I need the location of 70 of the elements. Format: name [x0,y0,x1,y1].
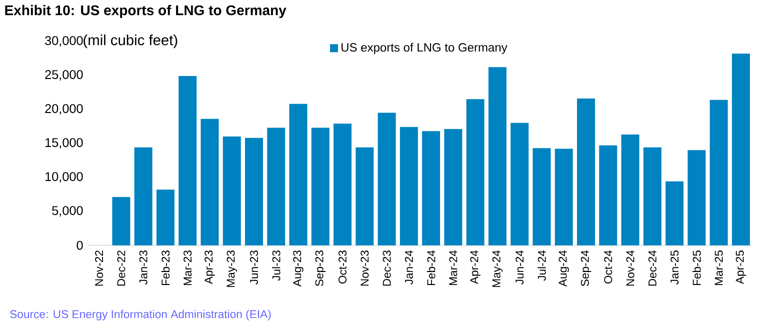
x-tick-label: Feb-23 [161,250,170,286]
y-tick-label: 30,000 [45,36,83,47]
bar [732,54,750,246]
bar [267,128,286,246]
bar [488,67,506,246]
bar [178,76,197,246]
bar [289,104,308,246]
x-tick-label: May-23 [226,250,237,287]
bar [156,190,174,246]
bar [554,148,573,246]
x-tick-label: Jan-23 [139,250,148,285]
x-tick-label: Feb-25 [692,250,701,286]
bar [532,148,551,246]
y-tick-label: 15,000 [46,138,83,149]
bar [378,112,396,246]
bar [710,100,728,246]
x-tick-label: Sep-24 [580,250,592,286]
x-tick-label: Feb-24 [426,250,436,286]
x-tick-label: Nov-24 [626,250,634,286]
bar [134,147,152,246]
x-tick-label: Dec-23 [382,250,391,286]
x-tick-label: Oct-23 [338,250,347,284]
x-tick-label: Mar-24 [449,250,458,286]
bar [311,128,330,246]
y-tick-label: 20,000 [45,104,83,115]
y-tick-label: 10,000 [46,172,83,183]
y-tick-label: 0 [76,240,83,250]
legend-label: US exports of LNG to Germany [342,42,508,54]
x-tick-label: Apr-23 [204,250,215,284]
bar [400,127,418,246]
chart-title: Exhibit 10: US exports of LNG to Germany [5,4,286,18]
x-tick-label: Apr-24 [470,250,480,284]
x-tick-label: Nov-23 [360,250,369,286]
bar [444,129,462,246]
x-tick-label: Apr-25 [736,250,746,284]
x-tick-label: Jul-23 [272,250,280,281]
bar [245,138,263,246]
bar [112,197,130,246]
x-tick-label: Mar-25 [714,250,723,286]
x-tick-label: Jan-25 [670,250,679,285]
x-tick-label: Jun-24 [516,250,524,285]
bar [599,145,618,246]
bar [466,99,484,246]
bar [200,118,219,246]
x-tick-label: Aug-23 [293,250,304,287]
bar [577,98,595,246]
bar [422,131,440,246]
x-tick-label: Sep-23 [315,250,326,286]
x-tick-label: Dec-24 [648,250,656,286]
x-tick-label: Dec-22 [117,250,126,286]
y-tick-label: 5,000 [52,206,83,217]
y-axis-title: (mil cubic feet) [84,34,178,48]
bar [643,147,662,246]
bar [666,181,684,246]
x-tick-label: May-24 [492,250,503,287]
bar [621,134,640,246]
x-tick-label: Jun-23 [250,250,258,285]
x-tick-label: Jul-24 [538,250,546,281]
x-tick-label: Mar-23 [184,250,192,286]
bar [334,124,352,246]
bar [222,136,241,246]
x-tick-label: Aug-24 [558,250,569,287]
bar [356,147,374,246]
x-tick-label: Oct-24 [604,250,612,284]
source-note: Source: US Energy Information Administration (EIA) [10,310,271,320]
x-tick-label: Jan-24 [404,250,413,285]
x-tick-label: Nov-22 [95,250,104,286]
bar [688,150,706,246]
bar [510,122,529,246]
y-tick-label: 25,000 [45,70,83,81]
